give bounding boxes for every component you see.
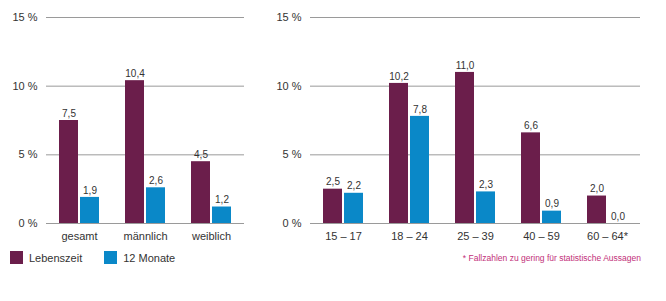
svg-text:0,9: 0,9	[545, 198, 559, 209]
svg-text:7,5: 7,5	[62, 108, 76, 119]
html-text:* Fallzahlen zu gering für sta: * Fallzahlen zu gering für statistische …	[462, 252, 641, 263]
svg-text:0 %: 0 %	[19, 217, 38, 229]
svg-text:10,2: 10,2	[389, 71, 409, 82]
svg-text:40 – 59: 40 – 59	[523, 230, 560, 242]
svg-text:7,8: 7,8	[413, 104, 427, 115]
svg-text:10,4: 10,4	[125, 68, 145, 79]
svg-text:11,0: 11,0	[456, 60, 475, 71]
svg-text:2,2: 2,2	[347, 180, 361, 191]
svg-text:2,6: 2,6	[149, 175, 163, 186]
svg-text:0 %: 0 %	[283, 217, 302, 229]
svg-text:weiblich: weiblich	[191, 230, 231, 242]
svg-text:2,0: 2,0	[590, 183, 604, 194]
svg-text:2,3: 2,3	[479, 179, 493, 190]
svg-text:2,5: 2,5	[326, 176, 340, 187]
svg-text:10 %: 10 %	[276, 80, 301, 92]
svg-text:15 – 17: 15 – 17	[325, 230, 362, 242]
svg-text:60 – 64*: 60 – 64*	[587, 230, 629, 242]
svg-text:6,6: 6,6	[524, 120, 538, 131]
svg-text:5 %: 5 %	[19, 148, 38, 160]
svg-text:18 – 24: 18 – 24	[391, 230, 428, 242]
svg-text:männlich: männlich	[123, 230, 167, 242]
svg-text:0,0: 0,0	[611, 211, 625, 222]
svg-text:25 – 39: 25 – 39	[457, 230, 494, 242]
svg-text:15 %: 15 %	[276, 11, 301, 23]
svg-text:5 %: 5 %	[283, 148, 302, 160]
svg-text:1,2: 1,2	[215, 194, 229, 205]
svg-text:gesamt: gesamt	[61, 230, 97, 242]
html-text:Lebenszeit: Lebenszeit	[29, 251, 83, 264]
svg-text:4,5: 4,5	[194, 149, 208, 160]
svg-text:1,9: 1,9	[83, 185, 97, 196]
svg-text:10 %: 10 %	[12, 80, 37, 92]
svg-text:15 %: 15 %	[12, 11, 37, 23]
html-text:12 Monate: 12 Monate	[123, 251, 176, 264]
